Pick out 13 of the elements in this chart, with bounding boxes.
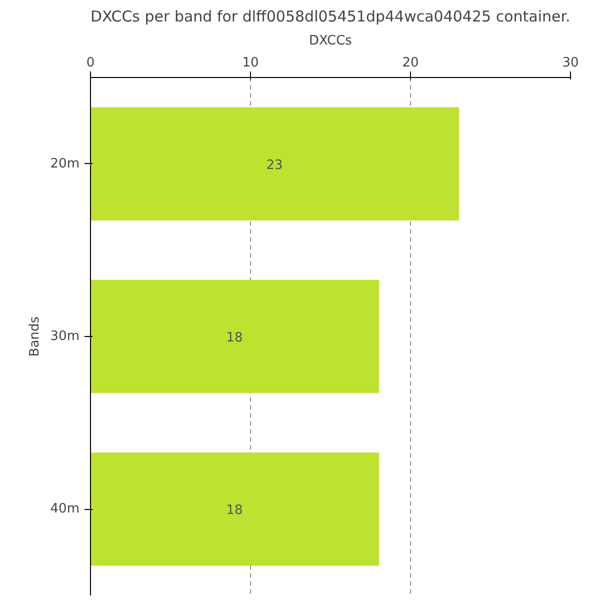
x-tick-label: 30 (562, 56, 579, 70)
data-label: 18 (226, 503, 243, 518)
y-tick-label: 30m (50, 329, 80, 344)
x-tick-label: 10 (242, 56, 259, 70)
y-tick-label: 20m (50, 156, 80, 172)
chart-title: DXCCs per band for dlff0058dl05451dp44wca040425 container. (90, 8, 570, 26)
data-label: 23 (266, 158, 283, 173)
x-tick-label: 20 (402, 56, 419, 70)
data-label: 18 (226, 330, 243, 346)
y-axis-title: Bands (27, 316, 42, 357)
x-tick-label: 0 (86, 56, 95, 70)
x-axis-title: DXCCs (309, 34, 352, 48)
y-tick-label: 40m (50, 502, 80, 517)
